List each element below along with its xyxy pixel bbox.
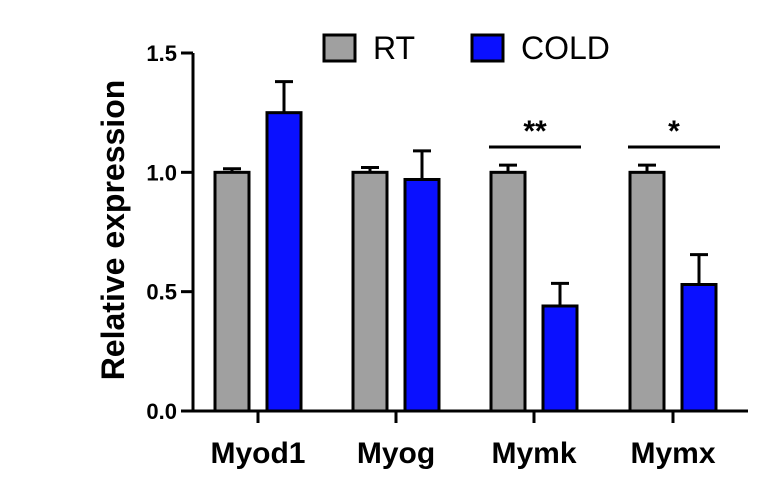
y-axis: 0.0 0.5 1.0 1.5 xyxy=(146,41,195,424)
bar-cold-myod1 xyxy=(265,111,303,413)
y-tick-label: 1.0 xyxy=(146,160,177,185)
bar-rt-mymk xyxy=(489,170,527,413)
y-tick-label: 0.5 xyxy=(146,280,177,305)
bar-cold-myog xyxy=(403,177,441,413)
y-axis-label: Relative expression xyxy=(95,80,131,381)
legend: RT COLD xyxy=(322,30,610,66)
bar-cold-mymx xyxy=(680,283,718,413)
category-label-mymx: Mymx xyxy=(630,437,715,470)
legend-swatch-cold xyxy=(470,33,505,63)
bars xyxy=(213,80,718,413)
x-axis: Myod1 Myog Mymk Mymx xyxy=(193,409,748,470)
significance-markers: ** * xyxy=(489,115,720,149)
legend-label-rt: RT xyxy=(373,30,415,66)
significance-label-mymk: ** xyxy=(523,115,547,148)
legend-swatch-rt xyxy=(322,33,357,63)
bar-rt-myod1 xyxy=(213,170,251,413)
category-label-myog: Myog xyxy=(357,437,435,470)
bar-cold-mymk xyxy=(541,304,579,413)
y-tick-label: 1.5 xyxy=(146,41,177,66)
category-label-mymk: Mymk xyxy=(491,437,576,470)
bar-rt-mymx xyxy=(628,170,666,413)
legend-label-cold: COLD xyxy=(521,30,610,66)
category-label-myod1: Myod1 xyxy=(210,437,305,470)
bar-rt-myog xyxy=(351,170,389,413)
y-tick-label: 0.0 xyxy=(146,399,177,424)
significance-label-mymx: * xyxy=(668,115,680,148)
